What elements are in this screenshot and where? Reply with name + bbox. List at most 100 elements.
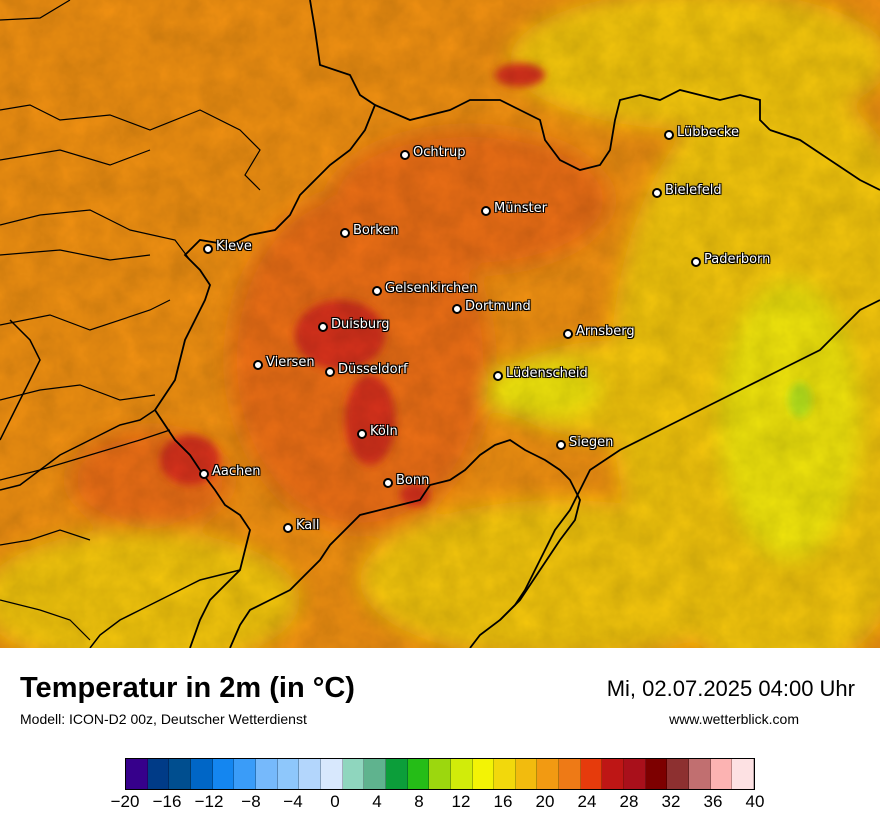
legend-swatch — [580, 759, 603, 789]
map-title: Temperatur in 2m (in °C) — [20, 672, 355, 704]
state-border — [0, 409, 156, 491]
city-dot — [283, 523, 293, 533]
model-source: Modell: ICON-D2 00z, Deutscher Wetterdie… — [20, 711, 307, 727]
legend-swatch — [169, 759, 191, 789]
city-label[interactable]: Lüdenscheid — [506, 366, 588, 381]
city-label[interactable]: Kall — [296, 518, 320, 533]
cooler-zone-2 — [480, 360, 600, 420]
city-label[interactable]: Düsseldorf — [338, 362, 408, 377]
legend-swatch — [255, 759, 278, 789]
state-border — [469, 299, 880, 649]
city-label[interactable]: Köln — [370, 424, 398, 439]
state-border — [374, 89, 771, 171]
legend-tick-label: −12 — [194, 792, 224, 811]
city-label[interactable]: Duisburg — [331, 317, 390, 332]
city-label[interactable]: Bonn — [396, 473, 430, 488]
border-line — [0, 299, 171, 331]
legend-swatch — [299, 759, 321, 789]
legend-swatch — [559, 759, 581, 789]
city-dot — [318, 322, 328, 332]
city-dot — [325, 367, 335, 377]
legend-swatch — [732, 759, 755, 789]
legend-tick-label: 36 — [703, 792, 723, 811]
legend-tick-label: 24 — [577, 792, 597, 811]
legend-swatch — [407, 759, 430, 789]
legend-swatch — [689, 759, 711, 789]
city-label[interactable]: Lübbecke — [677, 125, 739, 140]
legend-tick-label: 0 — [330, 792, 340, 811]
legend-swatch — [126, 759, 148, 789]
legend-swatch — [212, 759, 235, 789]
legend-swatch — [515, 759, 538, 789]
city-dot — [691, 257, 701, 267]
city-dot — [493, 371, 503, 381]
city-label[interactable]: Viersen — [266, 355, 315, 370]
city-label[interactable]: Borken — [353, 223, 399, 238]
legend-swatch — [450, 759, 473, 789]
website-link[interactable]: www.wetterblick.com — [669, 711, 799, 727]
legend-swatch — [472, 759, 495, 789]
city-dot — [563, 329, 573, 339]
city-dot — [340, 228, 350, 238]
city-label[interactable]: Gelsenkirchen — [385, 281, 478, 296]
city-label[interactable]: Aachen — [212, 464, 261, 479]
city-label[interactable]: Arnsberg — [576, 324, 635, 339]
city-dot — [452, 304, 462, 314]
legend-swatch — [667, 759, 690, 789]
hot-zone-north — [495, 63, 545, 87]
border-line — [0, 104, 261, 191]
region-borders — [0, 0, 880, 649]
city-label[interactable]: Bielefeld — [665, 183, 722, 198]
legend-swatch — [537, 759, 560, 789]
border-line — [0, 429, 171, 481]
border-line — [0, 529, 91, 546]
forecast-datetime: Mi, 02.07.2025 04:00 Uhr — [606, 676, 855, 701]
city-dot — [481, 206, 491, 216]
border-line — [0, 0, 71, 21]
border-line — [0, 149, 151, 166]
border-line — [0, 384, 156, 401]
legend-tick-label: 12 — [451, 792, 471, 811]
city-dot — [664, 130, 674, 140]
border-line — [0, 249, 151, 261]
legend-tick-label: 28 — [619, 792, 639, 811]
legend-swatch — [234, 759, 256, 789]
city-dot — [400, 150, 410, 160]
cooler-zone-1 — [720, 280, 860, 560]
hot-zone-duisburg — [295, 300, 385, 370]
legend-swatch — [494, 759, 516, 789]
city-label[interactable]: Paderborn — [704, 252, 771, 267]
legend-tick-label: 4 — [372, 792, 382, 811]
legend-swatch — [429, 759, 451, 789]
city-dot — [556, 440, 566, 450]
legend-swatch — [385, 759, 408, 789]
color-legend-ticks: −20 −16 −12 −8 −4 0 4 8 12 16 20 24 28 32 36 40 — [111, 792, 765, 822]
state-border — [153, 0, 377, 649]
border-line — [0, 599, 91, 641]
legend-tick-label: −8 — [241, 792, 261, 811]
hot-zone-koeln — [345, 375, 395, 465]
legend-swatch — [277, 759, 300, 789]
city-label[interactable]: Kleve — [216, 239, 252, 254]
city-dot — [652, 188, 662, 198]
legend-tick-label: −20 — [110, 792, 140, 811]
legend-swatch — [710, 759, 733, 789]
city-dot — [199, 469, 209, 479]
temperature-map[interactable]: Lübbecke Ochtrup Bielefeld Münster Borken Kle… — [0, 0, 880, 680]
legend-tick-label: 16 — [493, 792, 513, 811]
legend-tick-label: −4 — [283, 792, 303, 811]
hot-zone-bonn — [400, 483, 430, 507]
city-label[interactable]: Münster — [494, 201, 547, 216]
green-zone-1 — [788, 382, 812, 418]
city-label[interactable]: Siegen — [569, 435, 614, 450]
legend-swatch — [602, 759, 625, 789]
city-dot — [372, 286, 382, 296]
city-dot — [203, 244, 213, 254]
city-label[interactable]: Ochtrup — [413, 145, 466, 160]
legend-tick-label: 32 — [661, 792, 681, 811]
city-label[interactable]: Dortmund — [465, 299, 531, 314]
city-dot — [357, 429, 367, 439]
warm-zone-north — [330, 130, 610, 270]
state-border — [89, 569, 241, 649]
legend-swatch — [147, 759, 170, 789]
